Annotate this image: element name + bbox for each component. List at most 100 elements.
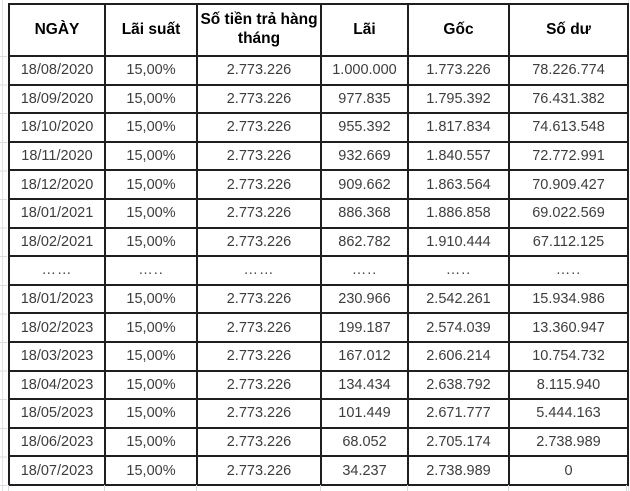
table-row: 18/02/2021 15,00% 2.773.226 862.782 1.910.44… — [8, 226, 629, 258]
cell-lai: 955.392 — [320, 112, 409, 143]
cell-ngay: 18/05/2023 — [8, 398, 106, 429]
cell-goc: 2.542.261 — [407, 283, 510, 315]
column-header-so-tien-tra-hang-thang: Số tiền trả hàng tháng — [196, 3, 322, 57]
cell-lai-suat: 15,00% — [104, 55, 198, 86]
cell-so-du: 67.112.125 — [508, 226, 629, 258]
table-row: 18/09/2020 15,00% 2.773.226 977.835 1.795.39… — [8, 83, 629, 115]
cell-lai-suat: 15,00% — [104, 169, 198, 200]
column-header-goc: Gốc — [407, 3, 510, 57]
cell-lai: 1.000.000 — [320, 55, 409, 86]
cell-ngay: 18/09/2020 — [8, 83, 106, 115]
cell-lai-suat: 15,00% — [104, 312, 198, 343]
cell-ngay: 18/11/2020 — [8, 140, 106, 172]
table-row: 18/11/2020 15,00% 2.773.226 932.669 1.840.55… — [8, 140, 629, 172]
column-header-so-du: Số dư — [508, 3, 629, 57]
cell-lai: 977.835 — [320, 83, 409, 115]
cell-lai-suat: 15,00% — [104, 426, 198, 458]
cell-lai: 862.782 — [320, 226, 409, 258]
cell-goc: 1.773.226 — [407, 55, 510, 86]
cell-so-du: 2.738.989 — [508, 426, 629, 458]
cell-so-tien-tra-hang-thang: 2.773.226 — [196, 426, 322, 458]
left-margin-gridline-stubs — [0, 56, 7, 487]
cell-lai: 230.966 — [320, 283, 409, 315]
cell-lai: 101.449 — [320, 398, 409, 429]
cell-lai-suat: 15,00% — [104, 197, 198, 229]
cell-lai-suat: 15,00% — [104, 283, 198, 315]
cell-ngay: …… — [8, 255, 106, 286]
table-row: 18/10/2020 15,00% 2.773.226 955.392 1.817.83… — [8, 112, 629, 143]
cell-ngay: 18/10/2020 — [8, 112, 106, 143]
cell-so-du: 10.754.732 — [508, 340, 629, 372]
cell-ngay: 18/04/2023 — [8, 369, 106, 401]
cell-ngay: 18/01/2023 — [8, 283, 106, 315]
cell-lai: 34.237 — [320, 455, 409, 486]
cell-lai-suat: 15,00% — [104, 140, 198, 172]
cell-so-du: 70.909.427 — [508, 169, 629, 200]
cell-lai: 167.012 — [320, 340, 409, 372]
cell-goc: 1.910.444 — [407, 226, 510, 258]
cell-ngay: 18/03/2023 — [8, 340, 106, 372]
cell-so-du: 8.115.940 — [508, 369, 629, 401]
table-row: 18/02/2023 15,00% 2.773.226 199.187 2.574.03… — [8, 312, 629, 343]
table-row: 18/07/2023 15,00% 2.773.226 34.237 2.738.989… — [8, 455, 629, 486]
table-row: 18/01/2023 15,00% 2.773.226 230.966 2.542.26… — [8, 283, 629, 315]
cell-goc: 1.817.834 — [407, 112, 510, 143]
cell-so-tien-tra-hang-thang: 2.773.226 — [196, 140, 322, 172]
cell-lai: ….. — [320, 255, 409, 286]
cell-so-du: 13.360.947 — [508, 312, 629, 343]
cell-so-du: 69.022.569 — [508, 197, 629, 229]
cell-so-tien-tra-hang-thang: 2.773.226 — [196, 283, 322, 315]
bottom-gridline-stubs — [0, 485, 630, 491]
cell-lai: 886.368 — [320, 197, 409, 229]
cell-goc: 1.840.557 — [407, 140, 510, 172]
cell-goc: 2.606.214 — [407, 340, 510, 372]
cell-lai-suat: 15,00% — [104, 226, 198, 258]
cell-so-du: 74.613.548 — [508, 112, 629, 143]
cell-so-tien-tra-hang-thang: 2.773.226 — [196, 312, 322, 343]
table-row: 18/03/2023 15,00% 2.773.226 167.012 2.606.21… — [8, 340, 629, 372]
cell-lai-suat: ….. — [104, 255, 198, 286]
cell-so-tien-tra-hang-thang: 2.773.226 — [196, 55, 322, 86]
table-row: 18/12/2020 15,00% 2.773.226 909.662 1.863.56… — [8, 169, 629, 200]
cell-goc: 1.886.858 — [407, 197, 510, 229]
cell-lai: 932.669 — [320, 140, 409, 172]
cell-so-du: 76.431.382 — [508, 83, 629, 115]
cell-lai: 199.187 — [320, 312, 409, 343]
cell-lai-suat: 15,00% — [104, 83, 198, 115]
cell-ngay: 18/07/2023 — [8, 455, 106, 486]
cell-goc: 2.671.777 — [407, 398, 510, 429]
cell-so-tien-tra-hang-thang: 2.773.226 — [196, 455, 322, 486]
cell-ngay: 18/01/2021 — [8, 197, 106, 229]
table-row: 18/01/2021 15,00% 2.773.226 886.368 1.886.85… — [8, 197, 629, 229]
cell-goc: 1.795.392 — [407, 83, 510, 115]
cell-lai: 909.662 — [320, 169, 409, 200]
cell-so-tien-tra-hang-thang: 2.773.226 — [196, 226, 322, 258]
cell-goc: ….. — [407, 255, 510, 286]
cell-so-du: ….. — [508, 255, 629, 286]
cell-so-tien-tra-hang-thang: 2.773.226 — [196, 197, 322, 229]
header-row: NGÀY Lãi suất Số tiền trả hàng tháng Lãi Gốc… — [8, 3, 629, 57]
cell-goc: 2.638.792 — [407, 369, 510, 401]
cell-so-tien-tra-hang-thang: 2.773.226 — [196, 169, 322, 200]
cell-ngay: 18/02/2021 — [8, 226, 106, 258]
cell-so-du: 78.226.774 — [508, 55, 629, 86]
cell-lai: 68.052 — [320, 426, 409, 458]
cell-so-tien-tra-hang-thang: 2.773.226 — [196, 340, 322, 372]
table-row: 18/06/2023 15,00% 2.773.226 68.052 2.705.174… — [8, 426, 629, 458]
cell-ngay: 18/12/2020 — [8, 169, 106, 200]
table-row: 18/05/2023 15,00% 2.773.226 101.449 2.671.77… — [8, 398, 629, 429]
cell-goc: 1.863.564 — [407, 169, 510, 200]
cell-so-du: 72.772.991 — [508, 140, 629, 172]
cell-lai-suat: 15,00% — [104, 455, 198, 486]
loan-amortization-table: NGÀY Lãi suất Số tiền trả hàng tháng Lãi Gốc… — [8, 3, 629, 486]
cell-lai-suat: 15,00% — [104, 398, 198, 429]
cell-ngay: 18/08/2020 — [8, 55, 106, 86]
cell-goc: 2.738.989 — [407, 455, 510, 486]
cell-so-tien-tra-hang-thang: 2.773.226 — [196, 398, 322, 429]
table-row: 18/04/2023 15,00% 2.773.226 134.434 2.638.79… — [8, 369, 629, 401]
cell-so-tien-tra-hang-thang: 2.773.226 — [196, 112, 322, 143]
cell-so-tien-tra-hang-thang: 2.773.226 — [196, 83, 322, 115]
cell-lai-suat: 15,00% — [104, 340, 198, 372]
table-row: 18/08/2020 15,00% 2.773.226 1.000.000 1.773.… — [8, 55, 629, 86]
